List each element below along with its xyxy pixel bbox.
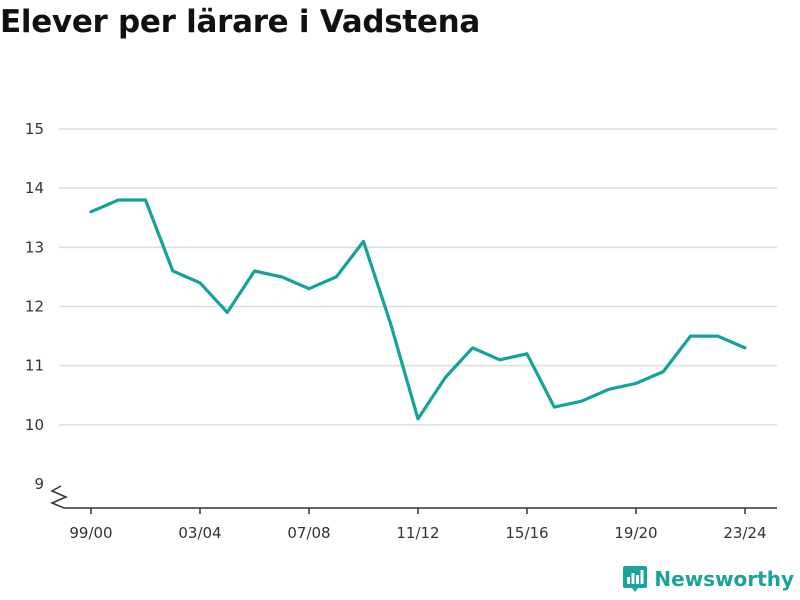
y-tick-labels: 9 10 11 12 13 14 15 xyxy=(25,120,44,493)
y-tick-label: 11 xyxy=(25,357,44,375)
x-axis xyxy=(50,485,777,509)
gridlines xyxy=(59,128,777,426)
x-tick-label: 11/12 xyxy=(396,524,439,542)
y-tick-label: 12 xyxy=(25,298,44,316)
series-line xyxy=(89,198,747,421)
axis-break-icon xyxy=(50,485,71,509)
series-lines xyxy=(89,198,747,421)
y-tick-label: 13 xyxy=(25,238,44,256)
y-tick-label: 14 xyxy=(25,179,44,197)
newsworthy-logo: Newsworthy xyxy=(622,564,794,594)
x-tick-label: 19/20 xyxy=(614,524,657,542)
x-tick-label: 23/24 xyxy=(723,524,766,542)
x-tick-label: 15/16 xyxy=(505,524,548,542)
x-tick-labels: 99/00 03/04 07/08 11/12 15/16 19/20 23/24 xyxy=(69,508,767,542)
y-tick-label: 10 xyxy=(25,416,44,434)
chart-title: Elever per lärare i Vadstena xyxy=(0,4,481,40)
x-tick-label: 03/04 xyxy=(178,524,221,542)
y-tick-label: 9 xyxy=(34,475,44,493)
x-tick-label: 07/08 xyxy=(287,524,330,542)
y-tick-label: 15 xyxy=(25,120,44,138)
brand-name: Newsworthy xyxy=(654,567,794,591)
bar-chart-logo-icon xyxy=(623,566,648,592)
x-tick-label: 99/00 xyxy=(69,524,112,542)
